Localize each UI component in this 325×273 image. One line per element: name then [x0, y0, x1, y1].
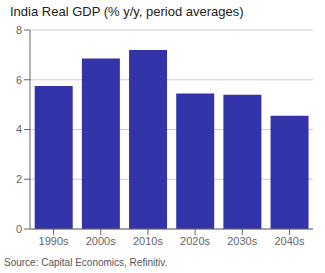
svg-text:2: 2 [16, 173, 22, 185]
svg-text:6: 6 [16, 74, 22, 86]
svg-text:4: 4 [16, 123, 22, 135]
svg-text:2000s: 2000s [86, 235, 116, 247]
svg-text:0: 0 [16, 223, 22, 235]
svg-text:8: 8 [16, 24, 22, 36]
svg-text:2020s: 2020s [180, 235, 210, 247]
svg-text:2030s: 2030s [227, 235, 257, 247]
svg-text:2010s: 2010s [133, 235, 163, 247]
html-text:India Real GDP (% y/y, period: India Real GDP (% y/y, period averages) [10, 4, 244, 19]
html-text:Source: Capital Economics, Ref: Source: Capital Economics, Refinitiv. [4, 257, 168, 268]
svg-text:2040s: 2040s [274, 235, 304, 247]
svg-text:1990s: 1990s [39, 235, 69, 247]
